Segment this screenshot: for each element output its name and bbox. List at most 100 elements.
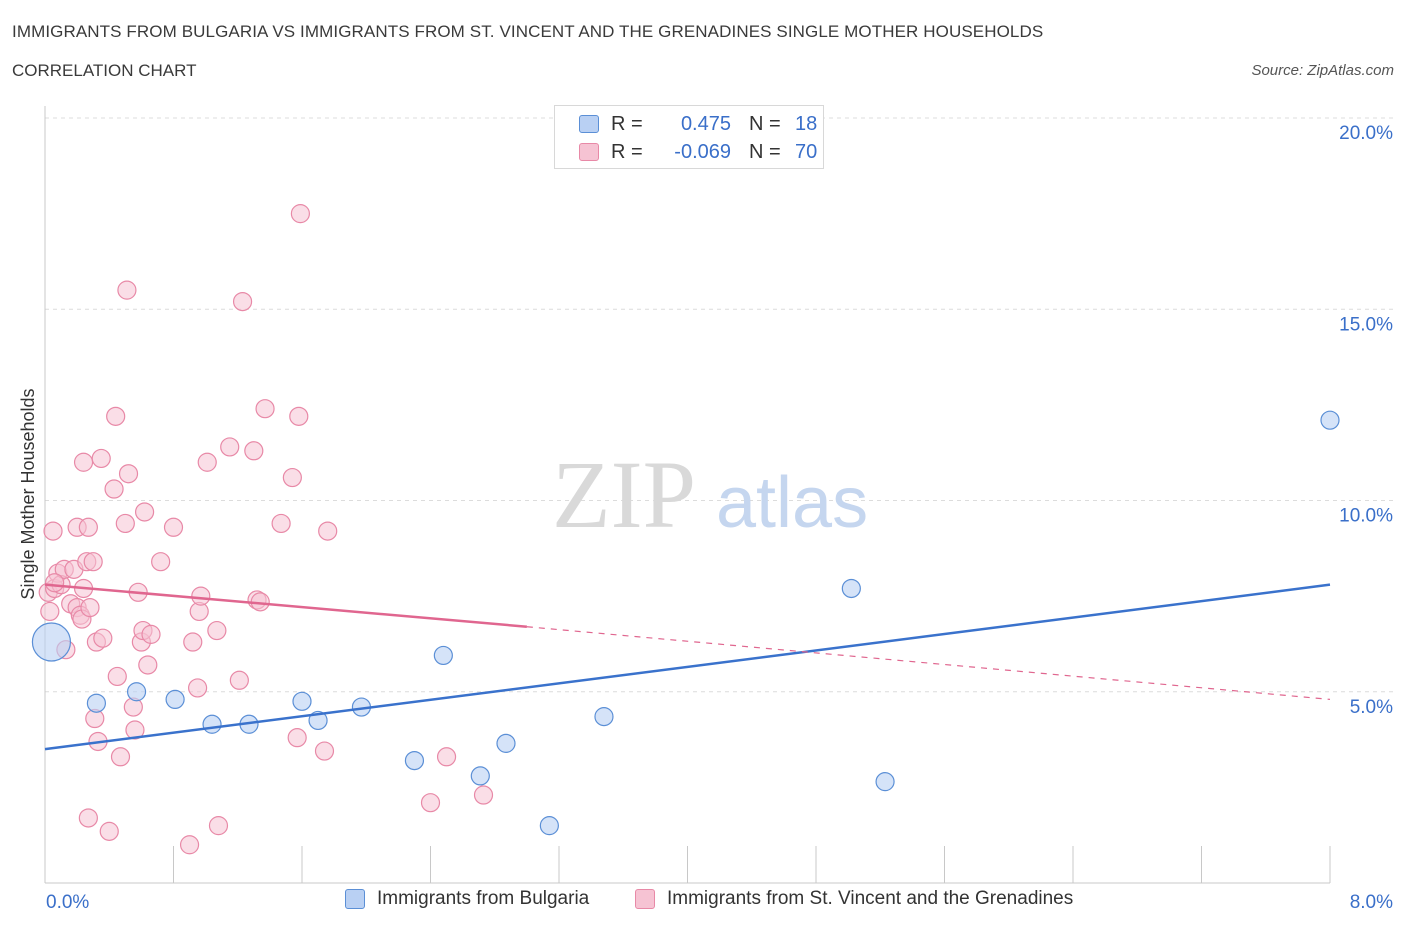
legend-item-label: Immigrants from Bulgaria xyxy=(377,888,590,909)
data-point-st-vincent xyxy=(232,292,253,312)
data-point-bulgaria xyxy=(126,682,147,702)
data-point-st-vincent xyxy=(187,678,208,698)
data-point-st-vincent xyxy=(104,479,124,499)
data-point-st-vincent xyxy=(244,441,264,461)
data-point-st-vincent xyxy=(289,406,309,426)
data-point-st-vincent xyxy=(282,467,302,488)
trend-line-bulgaria xyxy=(44,583,1331,751)
data-point-st-vincent xyxy=(83,552,103,572)
axes xyxy=(44,106,1331,884)
data-point-st-vincent xyxy=(229,670,249,690)
data-point-st-vincent xyxy=(290,204,310,224)
data-point-st-vincent xyxy=(91,448,111,469)
legend-item-label: Immigrants from St. Vincent and the Gren… xyxy=(667,888,1074,909)
legend-row-st-vincent: R = -0.069 N = 70 xyxy=(579,140,817,164)
legend-n-value: 70 xyxy=(795,140,818,163)
data-point-st-vincent xyxy=(93,628,113,648)
trend-line-st-vincent-extension xyxy=(526,626,1331,700)
data-point-st-vincent xyxy=(208,816,229,836)
data-point-bulgaria xyxy=(875,772,895,792)
data-point-bulgaria xyxy=(470,766,490,786)
gridlines xyxy=(45,117,1395,693)
data-point-st-vincent xyxy=(179,835,200,855)
series-legend: Immigrants from Bulgaria Immigrants from… xyxy=(0,888,1406,916)
trend-lines xyxy=(44,583,1331,751)
data-point-bulgaria xyxy=(165,689,185,710)
y-tick-label: 20.0% xyxy=(1339,123,1393,144)
data-point-st-vincent xyxy=(106,406,126,426)
y-axis-label: Single Mother Households xyxy=(18,388,38,599)
data-point-st-vincent xyxy=(314,741,335,761)
data-point-st-vincent xyxy=(99,821,119,841)
data-point-st-vincent xyxy=(78,808,98,828)
legend-r-label: R = xyxy=(611,140,643,163)
data-point-st-vincent xyxy=(255,399,275,419)
data-point-st-vincent xyxy=(107,666,127,687)
data-point-st-vincent xyxy=(473,785,494,805)
legend-swatch-bulgaria xyxy=(579,115,599,133)
data-point-st-vincent xyxy=(163,517,184,537)
data-point-st-vincent xyxy=(141,624,161,644)
data-point-st-vincent xyxy=(134,502,155,522)
data-point-st-vincent xyxy=(40,601,60,622)
data-point-st-vincent xyxy=(43,521,63,541)
data-point-st-vincent xyxy=(118,464,139,484)
watermark-zip: ZIP xyxy=(552,441,696,548)
data-point-st-vincent xyxy=(220,437,240,457)
legend-r-value: 0.475 xyxy=(680,112,731,135)
data-point-st-vincent xyxy=(197,452,217,472)
data-point-st-vincent xyxy=(73,452,94,472)
y-tick-label: 15.0% xyxy=(1339,314,1393,335)
series-st-vincent-points xyxy=(38,204,494,855)
legend-n-label: N = xyxy=(749,140,781,163)
data-point-st-vincent xyxy=(436,747,457,767)
legend-r-label: R = xyxy=(611,112,643,135)
data-point-bulgaria xyxy=(31,622,72,662)
watermark-atlas: atlas xyxy=(716,463,868,543)
data-point-st-vincent xyxy=(45,573,65,593)
data-point-st-vincent xyxy=(151,552,171,572)
data-point-bulgaria xyxy=(292,691,312,711)
x-tick-label: 8.0% xyxy=(1350,892,1393,913)
legend-n-value: 18 xyxy=(795,112,818,135)
data-point-bulgaria xyxy=(841,578,861,599)
data-point-bulgaria xyxy=(496,733,516,753)
data-point-st-vincent xyxy=(207,620,227,641)
data-point-bulgaria xyxy=(539,816,559,836)
chart-subtitle: CORRELATION CHART xyxy=(12,61,197,80)
data-point-bulgaria xyxy=(1320,410,1340,430)
data-point-st-vincent xyxy=(80,597,100,618)
data-point-st-vincent xyxy=(287,728,307,748)
y-tick-label: 10.0% xyxy=(1339,506,1393,527)
data-point-bulgaria xyxy=(86,693,107,713)
data-point-st-vincent xyxy=(191,586,211,606)
source-credit: Source: ZipAtlas.com xyxy=(1251,62,1394,79)
watermark: ZIP atlas xyxy=(552,441,868,548)
data-point-st-vincent xyxy=(138,655,158,675)
data-point-bulgaria xyxy=(202,714,222,734)
legend-swatch-st-vincent xyxy=(579,143,599,161)
chart-title: IMMIGRANTS FROM BULGARIA VS IMMIGRANTS F… xyxy=(12,22,1044,41)
data-point-st-vincent xyxy=(183,632,203,652)
legend-item-st-vincent: Immigrants from St. Vincent and the Gren… xyxy=(635,888,1073,910)
y-tick-label: 5.0% xyxy=(1350,697,1393,718)
data-point-st-vincent xyxy=(115,513,135,534)
data-point-st-vincent xyxy=(117,280,137,300)
y-tick-labels: 5.0% 10.0% 15.0% 20.0% xyxy=(1339,123,1393,718)
data-point-st-vincent xyxy=(271,513,291,534)
x-tick-labels: 0.0% 8.0% xyxy=(46,892,1393,913)
legend-swatch-st-vincent xyxy=(635,889,655,909)
data-point-st-vincent xyxy=(125,720,145,740)
data-point-bulgaria xyxy=(404,750,425,771)
data-point-st-vincent xyxy=(318,521,338,541)
series-bulgaria-points xyxy=(31,410,1340,836)
data-point-bulgaria xyxy=(594,707,614,727)
trend-line-st-vincent xyxy=(44,583,527,628)
legend-item-bulgaria: Immigrants from Bulgaria xyxy=(345,888,589,910)
data-point-bulgaria xyxy=(433,645,453,666)
x-tick-label: 0.0% xyxy=(46,892,89,913)
data-point-st-vincent xyxy=(78,517,98,537)
legend-row-bulgaria: R = 0.475 N = 18 xyxy=(579,112,817,136)
legend-n-label: N = xyxy=(749,112,781,135)
